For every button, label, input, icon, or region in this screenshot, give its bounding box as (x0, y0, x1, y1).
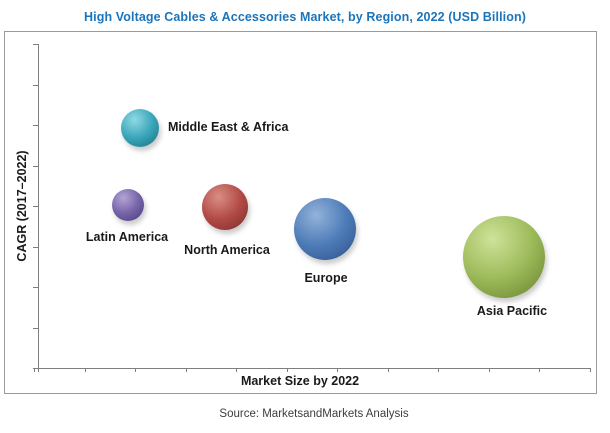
bubble-label-asia-pacific: Asia Pacific (476, 304, 548, 318)
bubble-europe (294, 198, 356, 260)
y-axis-tick (33, 44, 38, 45)
x-axis-tick (186, 368, 187, 372)
x-axis-tick (85, 368, 86, 372)
chart-title: High Voltage Cables & Accessories Market… (84, 10, 526, 24)
bubble-label-middle-east-africa: Middle East & Africa (168, 120, 289, 134)
y-axis-tick (33, 206, 38, 207)
x-axis-tick (236, 368, 237, 372)
bubble-label-north-america: North America (184, 243, 270, 257)
bubble-asia-pacific (463, 216, 545, 298)
y-axis-tick (33, 85, 38, 86)
x-axis-tick (388, 368, 389, 372)
y-axis-tick (33, 247, 38, 248)
y-axis-tick (33, 328, 38, 329)
bubble-middle-east-africa (121, 109, 159, 147)
bubble-label-europe: Europe (304, 271, 348, 285)
y-axis-tick (33, 287, 38, 288)
y-axis-tick (33, 125, 38, 126)
y-axis-tick (33, 166, 38, 167)
bubble-north-america (202, 184, 248, 230)
x-axis-tick (438, 368, 439, 372)
x-axis-tick (590, 368, 591, 372)
x-axis-tick (135, 368, 136, 372)
y-axis-tick (33, 368, 38, 369)
y-axis-line (38, 44, 39, 372)
x-axis-title: Market Size by 2022 (240, 374, 360, 388)
bubble-latin-america (112, 189, 144, 221)
x-axis-tick (489, 368, 490, 372)
x-axis-tick (539, 368, 540, 372)
x-axis-tick (337, 368, 338, 372)
source-note: Source: MarketsandMarkets Analysis (219, 408, 409, 420)
x-axis-tick (34, 368, 35, 372)
x-axis-tick (287, 368, 288, 372)
x-axis-line (33, 368, 590, 369)
bubble-label-latin-america: Latin America (85, 230, 169, 244)
